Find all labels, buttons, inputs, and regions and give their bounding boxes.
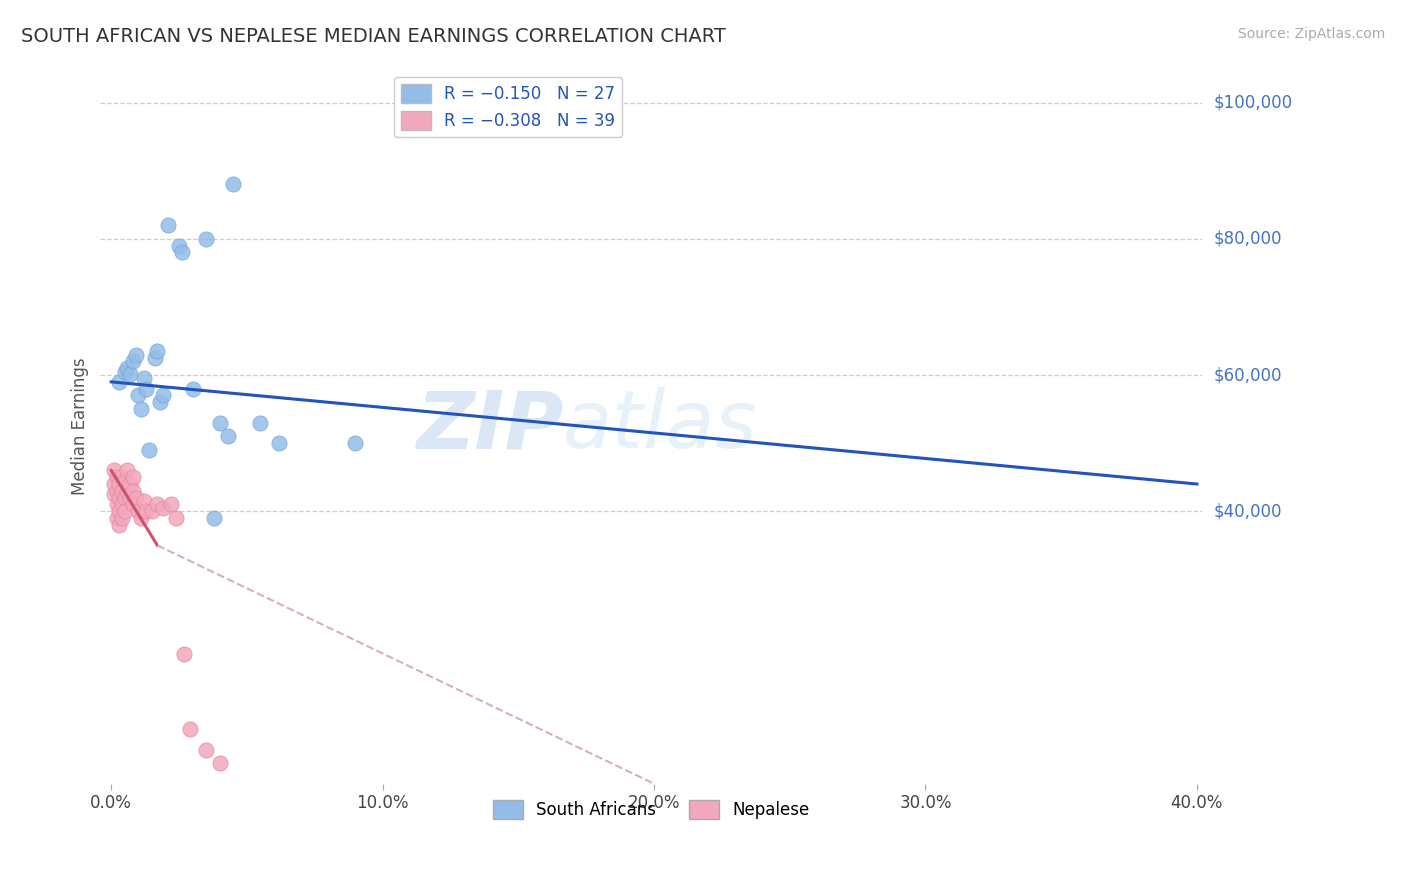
Point: [167, 238, 190, 252]
Point: [111, 483, 134, 498]
Point: [103, 463, 125, 477]
Point: [208, 756, 231, 771]
Point: [124, 491, 146, 505]
Point: [143, 351, 166, 365]
Point: [138, 442, 160, 457]
Text: atlas: atlas: [564, 387, 758, 465]
Point: [103, 487, 125, 501]
Point: [127, 504, 149, 518]
Point: [208, 416, 231, 430]
Point: [132, 371, 155, 385]
Point: [149, 395, 172, 409]
Text: Source: ZipAtlas.com: Source: ZipAtlas.com: [1237, 27, 1385, 41]
Point: [195, 742, 218, 756]
Point: [103, 477, 125, 491]
Point: [152, 388, 174, 402]
Point: [105, 498, 128, 512]
Point: [122, 470, 145, 484]
Text: $100,000: $100,000: [1213, 94, 1292, 112]
Point: [195, 232, 218, 246]
Point: [111, 511, 134, 525]
Point: [129, 511, 152, 525]
Point: [129, 402, 152, 417]
Text: $80,000: $80,000: [1213, 230, 1282, 248]
Point: [108, 375, 131, 389]
Point: [135, 504, 157, 518]
Point: [179, 723, 201, 737]
Text: $40,000: $40,000: [1213, 502, 1282, 520]
Point: [132, 494, 155, 508]
Point: [108, 517, 131, 532]
Point: [108, 477, 131, 491]
Point: [146, 344, 169, 359]
Point: [269, 436, 291, 450]
Point: [114, 491, 136, 505]
Text: $60,000: $60,000: [1213, 366, 1282, 384]
Point: [105, 511, 128, 525]
Point: [114, 504, 136, 518]
Point: [117, 483, 139, 498]
Legend: South Africans, Nepalese: South Africans, Nepalese: [486, 793, 817, 825]
Text: ZIP: ZIP: [416, 387, 564, 465]
Point: [111, 470, 134, 484]
Point: [111, 498, 134, 512]
Point: [222, 178, 245, 192]
Point: [165, 511, 187, 525]
Point: [124, 348, 146, 362]
Point: [122, 354, 145, 368]
Point: [344, 436, 367, 450]
Point: [117, 463, 139, 477]
Point: [105, 470, 128, 484]
Point: [217, 429, 239, 443]
Point: [173, 648, 195, 662]
Point: [120, 477, 142, 491]
Point: [181, 382, 204, 396]
Point: [249, 416, 271, 430]
Point: [122, 483, 145, 498]
Point: [141, 504, 163, 518]
Point: [170, 245, 193, 260]
Point: [157, 218, 180, 232]
Point: [114, 474, 136, 488]
Point: [146, 498, 169, 512]
Point: [202, 511, 225, 525]
Y-axis label: Median Earnings: Median Earnings: [72, 358, 89, 495]
Point: [152, 500, 174, 515]
Point: [122, 498, 145, 512]
Point: [117, 361, 139, 376]
Point: [120, 491, 142, 505]
Text: SOUTH AFRICAN VS NEPALESE MEDIAN EARNINGS CORRELATION CHART: SOUTH AFRICAN VS NEPALESE MEDIAN EARNING…: [21, 27, 725, 45]
Point: [105, 483, 128, 498]
Point: [108, 491, 131, 505]
Point: [108, 504, 131, 518]
Point: [127, 388, 149, 402]
Point: [160, 498, 183, 512]
Point: [120, 367, 142, 381]
Point: [135, 382, 157, 396]
Point: [114, 365, 136, 379]
